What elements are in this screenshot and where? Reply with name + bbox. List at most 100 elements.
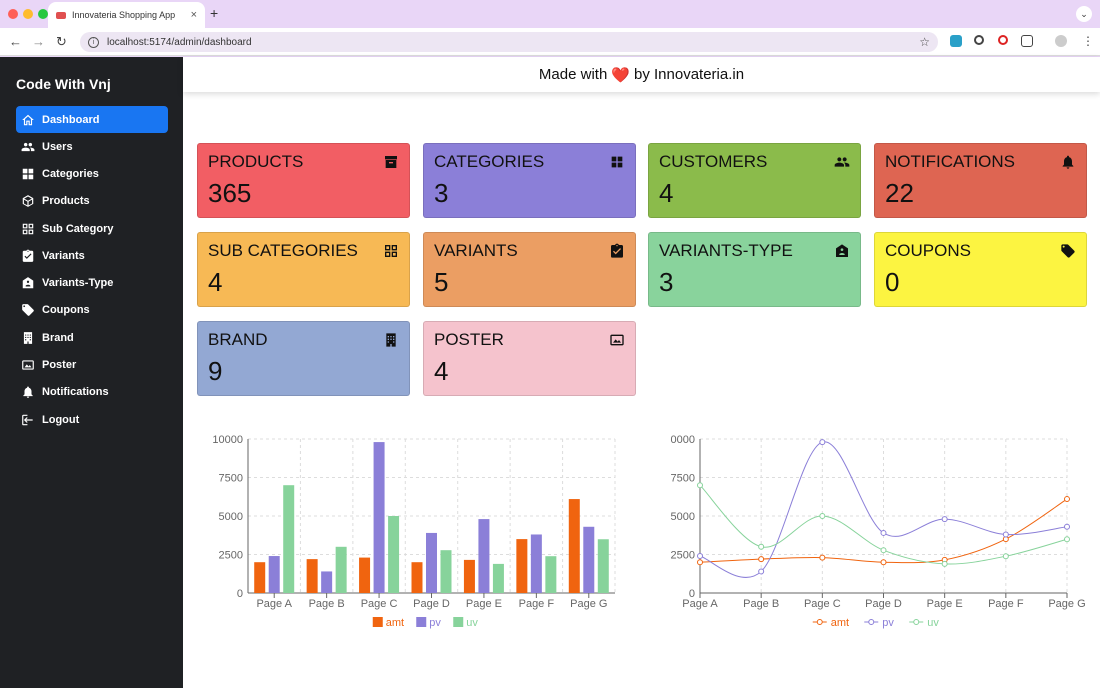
sidebar-item-label: Categories <box>42 167 99 180</box>
clipboard-check-icon <box>21 249 35 263</box>
bar-pv <box>321 571 333 593</box>
site-info-icon[interactable]: i <box>88 36 99 48</box>
card-label: BRAND <box>208 330 268 349</box>
legend-label: amt <box>831 617 849 629</box>
minimize-window-button[interactable] <box>23 9 33 19</box>
browser-toolbar: ← → ↻ i localhost:5174/admin/dashboard ☆… <box>0 28 1100 56</box>
maximize-window-button[interactable] <box>38 9 48 19</box>
sidebar-item-label: Dashboard <box>42 113 100 126</box>
sidebar-item-poster[interactable]: Poster <box>16 351 168 378</box>
bar-pv <box>373 442 385 593</box>
sidebar-item-dashboard[interactable]: Dashboard <box>16 106 168 133</box>
header-suffix: by Innovateria.in <box>633 66 745 83</box>
bar-uv <box>597 539 609 593</box>
browser-menu-icon[interactable]: ⋮ <box>1082 34 1094 48</box>
bar-pv <box>268 556 280 593</box>
opera-extension-icon[interactable] <box>998 35 1008 45</box>
card-coupons[interactable]: COUPONS 0 <box>874 232 1087 307</box>
sidebar-item-label: Coupons <box>42 304 90 317</box>
card-brand[interactable]: BRAND 9 <box>197 321 410 396</box>
bar-pv <box>478 519 490 593</box>
card-label: NOTIFICATIONS <box>885 152 1016 171</box>
new-tab-icon[interactable]: + <box>210 5 219 21</box>
point-uv <box>819 513 826 519</box>
card-value: 0 <box>885 267 900 297</box>
point-pv <box>1064 523 1070 530</box>
back-arrow-icon[interactable]: ← <box>9 34 22 49</box>
legend-label: uv <box>466 617 478 629</box>
bar-chart: 0 2500 5000 7500 10000 Page A Page B Page C Page… <box>212 434 616 629</box>
point-pv <box>758 568 765 575</box>
card-value: 22 <box>885 178 914 208</box>
point-pv <box>1002 531 1009 538</box>
sidebar-item-label: Poster <box>42 359 77 372</box>
x-tick-label: Page D <box>865 598 902 610</box>
reload-icon[interactable]: ↻ <box>56 34 67 49</box>
extension-icon[interactable] <box>950 35 962 47</box>
card-label: CATEGORIES <box>434 152 545 171</box>
y-tick-label: 7500 <box>219 473 243 485</box>
bar-amt <box>568 499 580 593</box>
close-tab-icon[interactable]: × <box>190 9 197 21</box>
browser-tab[interactable]: Innovateria Shopping App × <box>48 2 205 28</box>
grid-outline-icon <box>21 222 35 236</box>
card-label: PRODUCTS <box>208 152 304 171</box>
cube-icon <box>21 194 35 208</box>
legend-swatch <box>372 617 383 627</box>
card-variants-type[interactable]: VARIANTS-TYPE 3 <box>648 232 861 307</box>
sidebar-item-brand[interactable]: Brand <box>16 324 168 351</box>
sidebar-item-categories[interactable]: Categories <box>16 160 168 187</box>
chevron-down-icon[interactable]: ⌄ <box>1076 6 1092 22</box>
sidebar-item-logout[interactable]: Logout <box>16 406 168 433</box>
card-categories[interactable]: CATEGORIES 3 <box>423 143 636 218</box>
bar-uv <box>335 546 347 593</box>
sidebar-item-notifications[interactable]: Notifications <box>16 379 168 406</box>
x-tick-label: Page G <box>1048 598 1085 610</box>
search-extension-icon[interactable] <box>974 35 984 45</box>
card-variants[interactable]: VARIANTS 5 <box>423 232 636 307</box>
x-tick-label: Page E <box>466 598 502 610</box>
bar-amt <box>359 557 371 593</box>
favicon-icon <box>56 11 66 19</box>
close-window-button[interactable] <box>8 9 18 19</box>
card-label: CUSTOMERS <box>659 152 768 171</box>
point-uv <box>1064 536 1070 543</box>
profile-avatar-icon[interactable] <box>1055 35 1067 47</box>
bell-icon <box>21 385 35 399</box>
forward-arrow-icon[interactable]: → <box>32 34 45 49</box>
card-value: 5 <box>434 267 449 297</box>
card-sub-categories[interactable]: SUB CATEGORIES 4 <box>197 232 410 307</box>
bar-amt <box>516 539 528 593</box>
bookmark-star-icon[interactable]: ☆ <box>919 35 930 49</box>
chart-legend: amt pv uv <box>812 617 939 629</box>
point-amt <box>819 554 826 561</box>
sidebar-item-products[interactable]: Products <box>16 188 168 215</box>
point-uv <box>758 543 765 550</box>
sidebar-item-label: Users <box>42 140 73 153</box>
address-bar[interactable]: i localhost:5174/admin/dashboard ☆ <box>80 32 938 52</box>
sidebar-nav: Dashboard Users Categories Products Sub … <box>16 106 168 433</box>
card-value: 9 <box>208 356 223 386</box>
bar-amt <box>411 562 423 593</box>
sidebar: Code With Vnj Dashboard Users Categories… <box>0 57 183 688</box>
sidebar-item-coupons[interactable]: Coupons <box>16 297 168 324</box>
sidebar-item-users[interactable]: Users <box>16 133 168 160</box>
point-pv <box>697 553 703 560</box>
card-products[interactable]: PRODUCTS 365 <box>197 143 410 218</box>
bar-amt <box>306 559 318 593</box>
card-notifications[interactable]: NOTIFICATIONS 22 <box>874 143 1087 218</box>
card-poster[interactable]: POSTER 4 <box>423 321 636 396</box>
building-icon <box>21 331 35 345</box>
line-pv <box>699 441 1068 578</box>
x-tick-label: Page F <box>988 598 1024 610</box>
sidebar-item-variants[interactable]: Variants <box>16 242 168 269</box>
bars <box>254 442 609 593</box>
y-tick-label: 5000 <box>671 511 695 523</box>
bar-uv <box>283 485 295 593</box>
card-customers[interactable]: CUSTOMERS 4 <box>648 143 861 218</box>
sidebar-item-sub-category[interactable]: Sub Category <box>16 215 168 242</box>
sidebar-item-variants-type[interactable]: Variants-Type <box>16 269 168 296</box>
legend-marker <box>868 619 875 625</box>
y-tick-label: 10000 <box>670 434 695 446</box>
puzzle-extensions-icon[interactable] <box>1021 35 1033 47</box>
